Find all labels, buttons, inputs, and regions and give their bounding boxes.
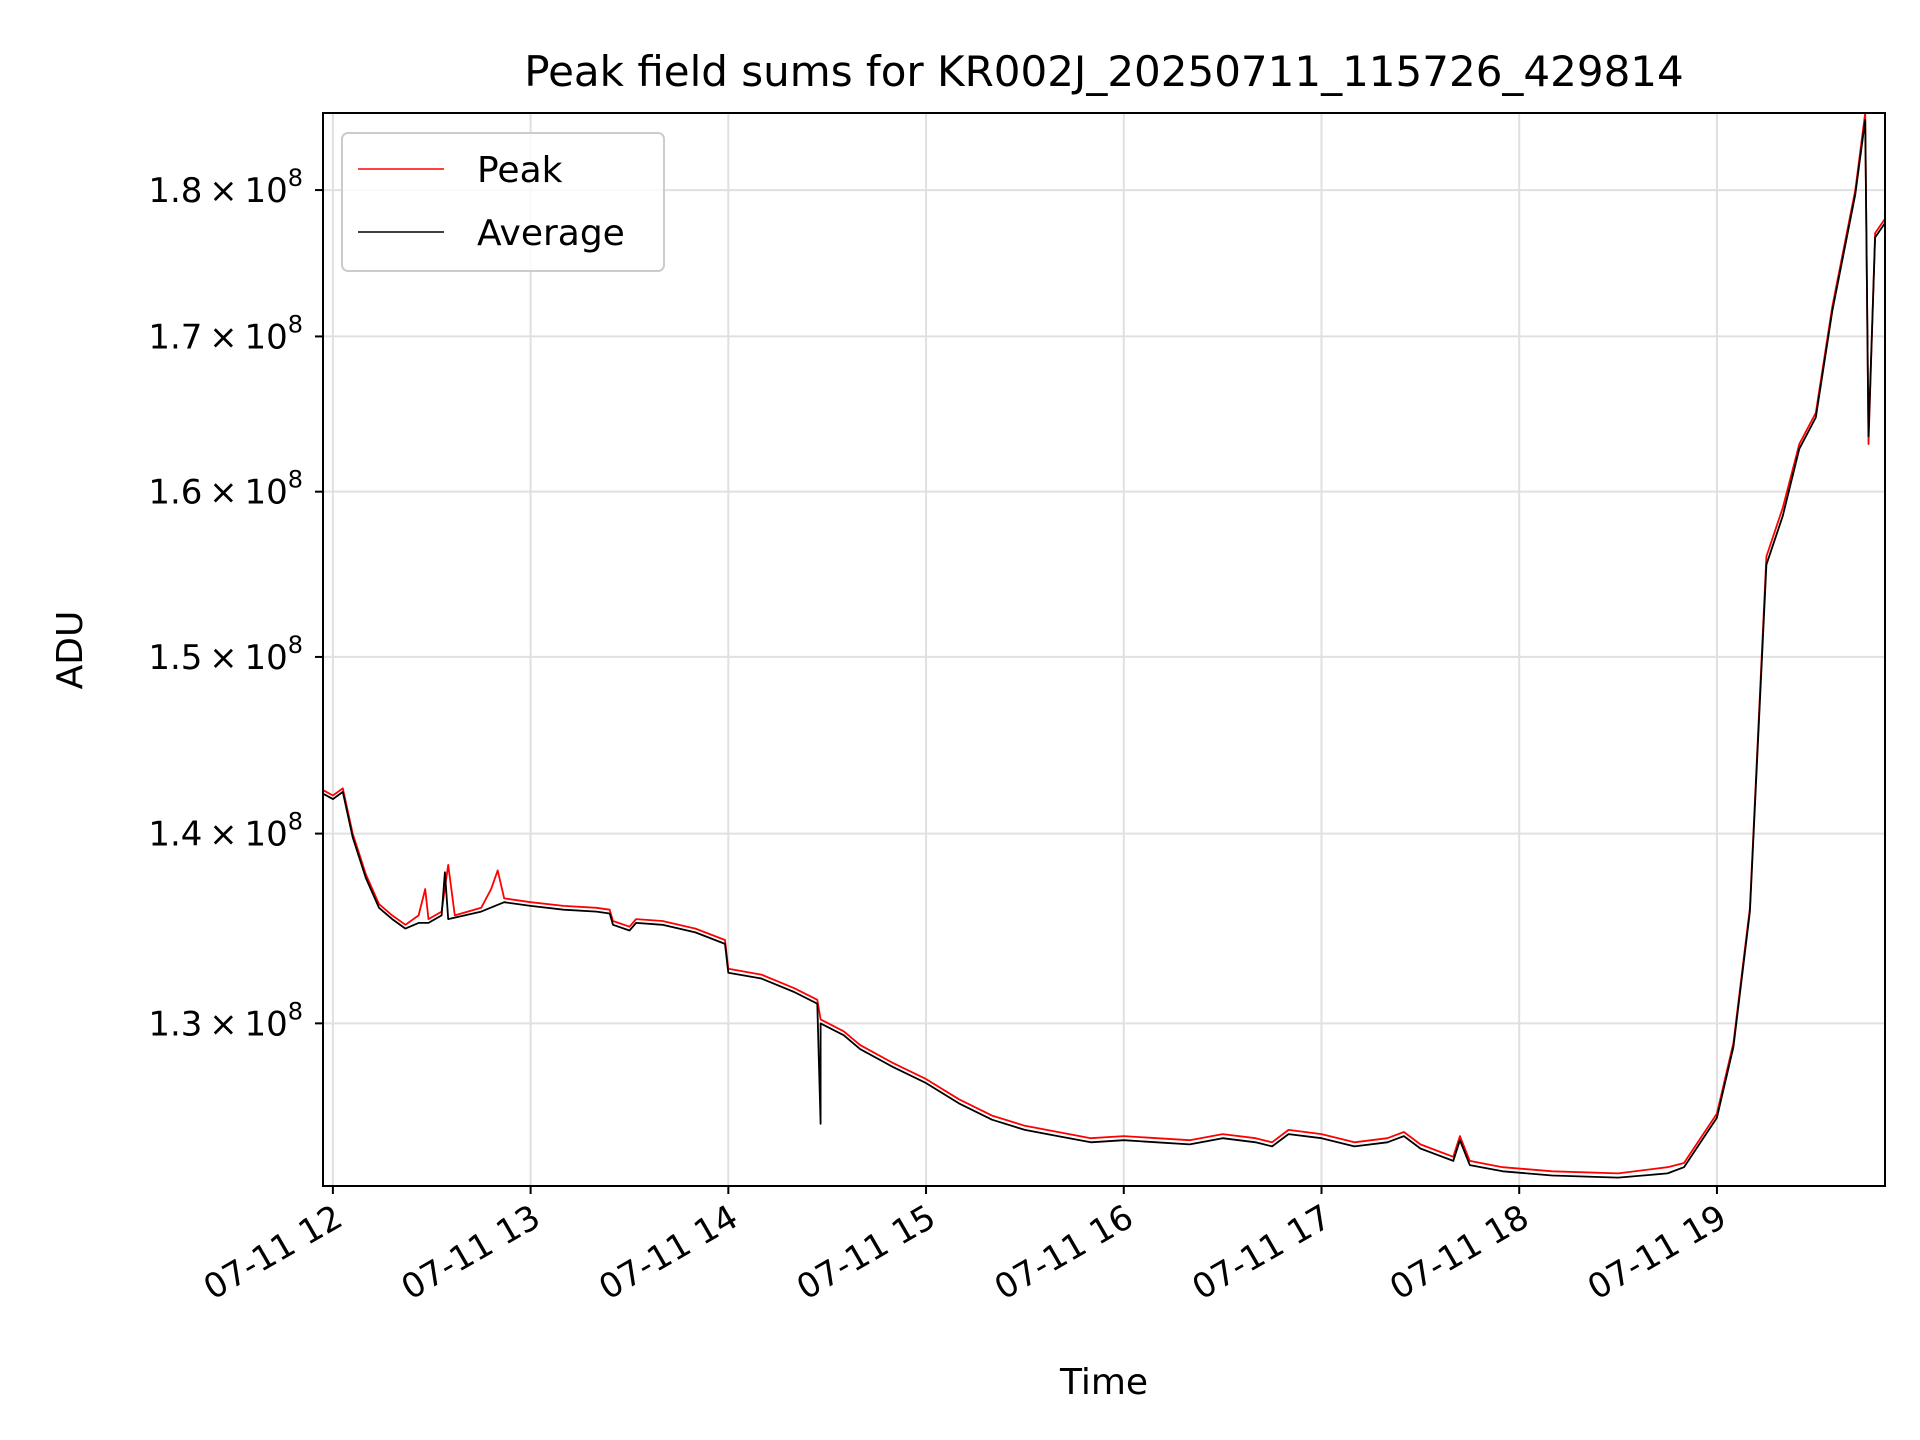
x-axis-label: Time [1059, 1362, 1148, 1403]
y-ticks: 1.3 × 108 1.4 × 108 1.5 × 108 1.6 × 108 1.7 … [148, 164, 323, 1044]
y-tick-label: 1.7 × 108 [148, 310, 303, 357]
series-line-peak [322, 112, 1886, 1175]
series-layer [322, 112, 1886, 1179]
x-gridlines [331, 113, 1718, 1186]
plot-frame [322, 112, 1886, 1187]
y-tick-label: 1.6 × 108 [148, 466, 303, 513]
legend: Peak Average [341, 132, 665, 272]
legend-box [341, 132, 665, 272]
legend-label-peak: Peak [477, 150, 563, 191]
y-tick-label: 1.4 × 108 [148, 808, 303, 855]
chart-title: Peak field sums for KR002J_20250711_1157… [524, 47, 1684, 96]
y-tick-label: 1.5 × 108 [148, 631, 303, 678]
y-axis-label: ADU [50, 611, 91, 690]
legend-label-average: Average [477, 213, 625, 254]
series-line-average [322, 119, 1886, 1179]
y-tick-label: 1.8 × 108 [148, 164, 303, 211]
y-tick-label: 1.3 × 108 [148, 997, 303, 1044]
